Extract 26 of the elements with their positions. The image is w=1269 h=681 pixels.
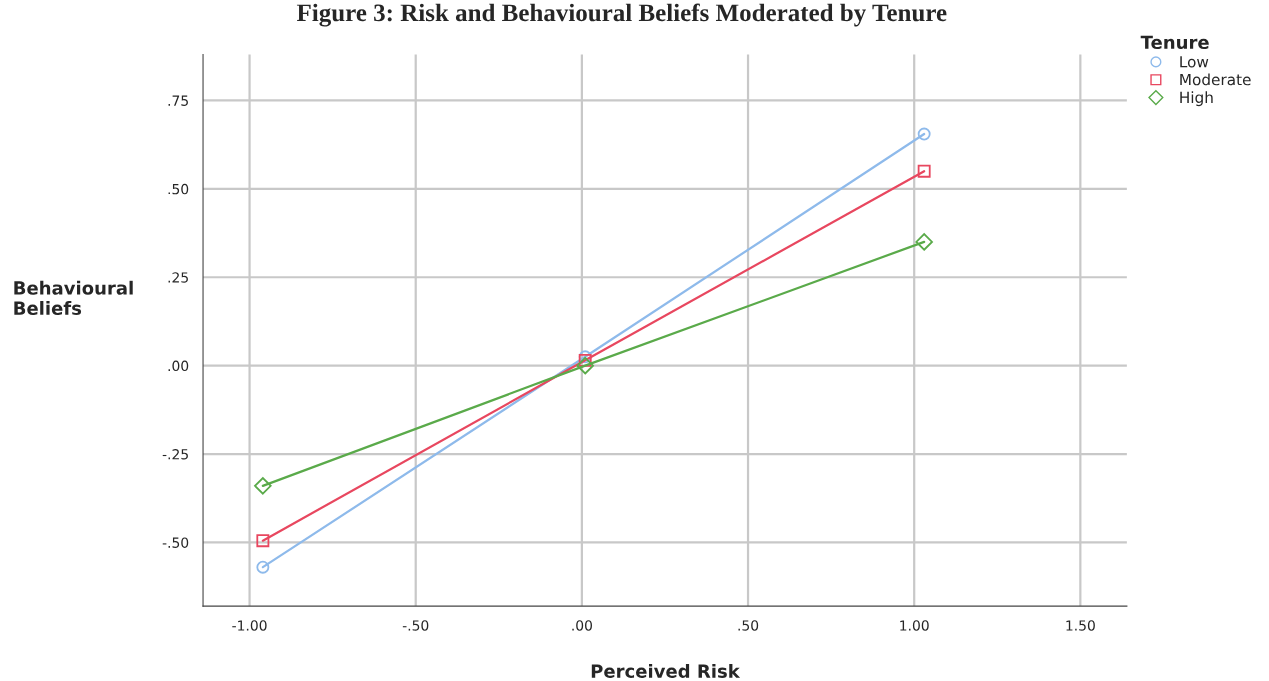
y-tick-label: -.25 [162,449,188,460]
point [917,164,931,178]
y-tick-label: -.50 [162,537,189,548]
chart-title: Figure 3: Risk and Behavioural Beliefs Moderated by Tenure [296,3,947,27]
x-tick-label: 1.00 [900,620,929,631]
x-tick-label: .50 [738,620,759,631]
point [256,560,270,574]
legend-label: Moderate [1180,73,1251,86]
point [254,477,272,495]
x-tick-label: .00 [572,620,592,631]
legend-label: High [1180,91,1213,107]
x-tick-label: -.50 [402,620,429,631]
point [915,233,933,251]
point [576,356,594,375]
point [917,127,931,141]
legend-title: Tenure [1140,35,1209,50]
y-tick-label: .50 [168,183,189,195]
y-tick-label: .75 [168,95,188,106]
x-axis-title: Perceived Risk [591,663,741,678]
y-tick-label: .25 [168,272,188,283]
point [256,534,270,548]
x-tick-label: -1.00 [232,620,267,631]
y-axis-title: Behavioural Beliefs [14,280,133,315]
legend-label: Low [1180,56,1209,68]
y-tick-label: .00 [168,360,189,372]
x-tick-label: 1.50 [1066,620,1095,631]
